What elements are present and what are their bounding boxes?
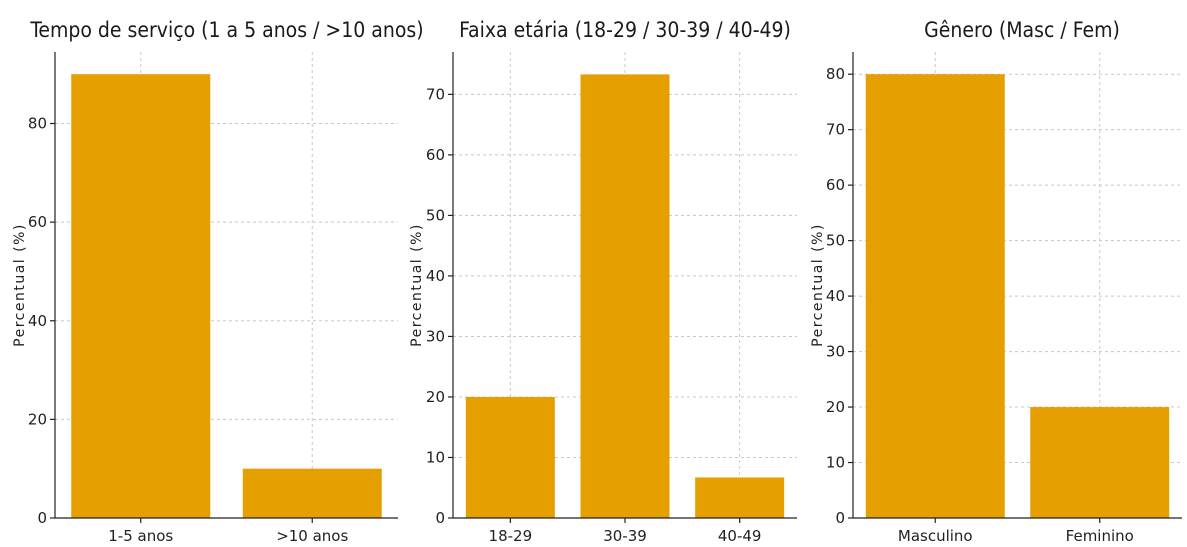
chart-panel-2: 0 10 20 30 40 50 60 70 18-29 30-39 40-49 Faixa etár… <box>409 18 797 545</box>
x-tick-label: 40-49 <box>718 527 762 545</box>
y-axis-label: Percentual (%) <box>409 223 425 347</box>
y-tick-label: 80 <box>28 115 47 133</box>
chart-panel-1: 0 20 40 60 80 1-5 anos >10 anos Tempo de serviç… <box>12 18 424 545</box>
y-tick-label: 10 <box>826 454 845 472</box>
y-tick-label: 0 <box>37 509 47 527</box>
chart-title: Tempo de serviço (1 a 5 anos / >10 anos) <box>29 18 423 42</box>
y-tick-label: 20 <box>826 398 845 416</box>
y-tick-label: 60 <box>28 213 47 231</box>
y-tick-label: 50 <box>826 232 845 250</box>
y-axis-label: Percentual (%) <box>12 223 28 347</box>
y-tick-label: 60 <box>826 176 845 194</box>
chart-title: Faixa etária (18-29 / 30-39 / 40-49) <box>459 18 791 42</box>
y-tick-label: 40 <box>426 267 445 285</box>
y-tick-label: 70 <box>426 85 445 103</box>
bar-Masculino <box>865 74 1005 518</box>
y-tick-label: 10 <box>426 448 445 466</box>
bar-Feminino <box>1030 407 1170 518</box>
bar-30-39 <box>580 74 670 518</box>
y-tick-label: 20 <box>426 388 445 406</box>
bar-18-29 <box>465 396 555 518</box>
y-tick-label: 70 <box>826 121 845 139</box>
y-tick-label: 80 <box>826 65 845 83</box>
y-tick-label: 30 <box>826 343 845 361</box>
y-tick-label: 20 <box>28 410 47 428</box>
y-tick-label: 40 <box>28 312 47 330</box>
y-tick-label: 0 <box>435 509 445 527</box>
x-tick-label: >10 anos <box>276 527 348 545</box>
x-tick-label: Masculino <box>898 527 973 545</box>
y-tick-label: 40 <box>826 287 845 305</box>
x-tick-label: 18-29 <box>489 527 533 545</box>
y-tick-label: 30 <box>426 327 445 345</box>
y-tick-label: 50 <box>426 206 445 224</box>
x-tick-label: 30-39 <box>603 527 647 545</box>
y-axis-label: Percentual (%) <box>810 223 826 347</box>
y-tick-label: 60 <box>426 146 445 164</box>
x-tick-label: 1-5 anos <box>108 527 173 545</box>
chart-title: Gênero (Masc / Fem) <box>924 18 1120 42</box>
bar-40-49 <box>695 477 785 518</box>
y-tick-label: 0 <box>835 509 845 527</box>
bar-1-5 anos <box>71 74 211 518</box>
chart-panel-3: 0 10 20 30 40 50 60 70 80 Masculino Feminino Gênero… <box>810 18 1182 545</box>
bar->10 anos <box>242 468 382 518</box>
x-tick-label: Feminino <box>1066 527 1134 545</box>
